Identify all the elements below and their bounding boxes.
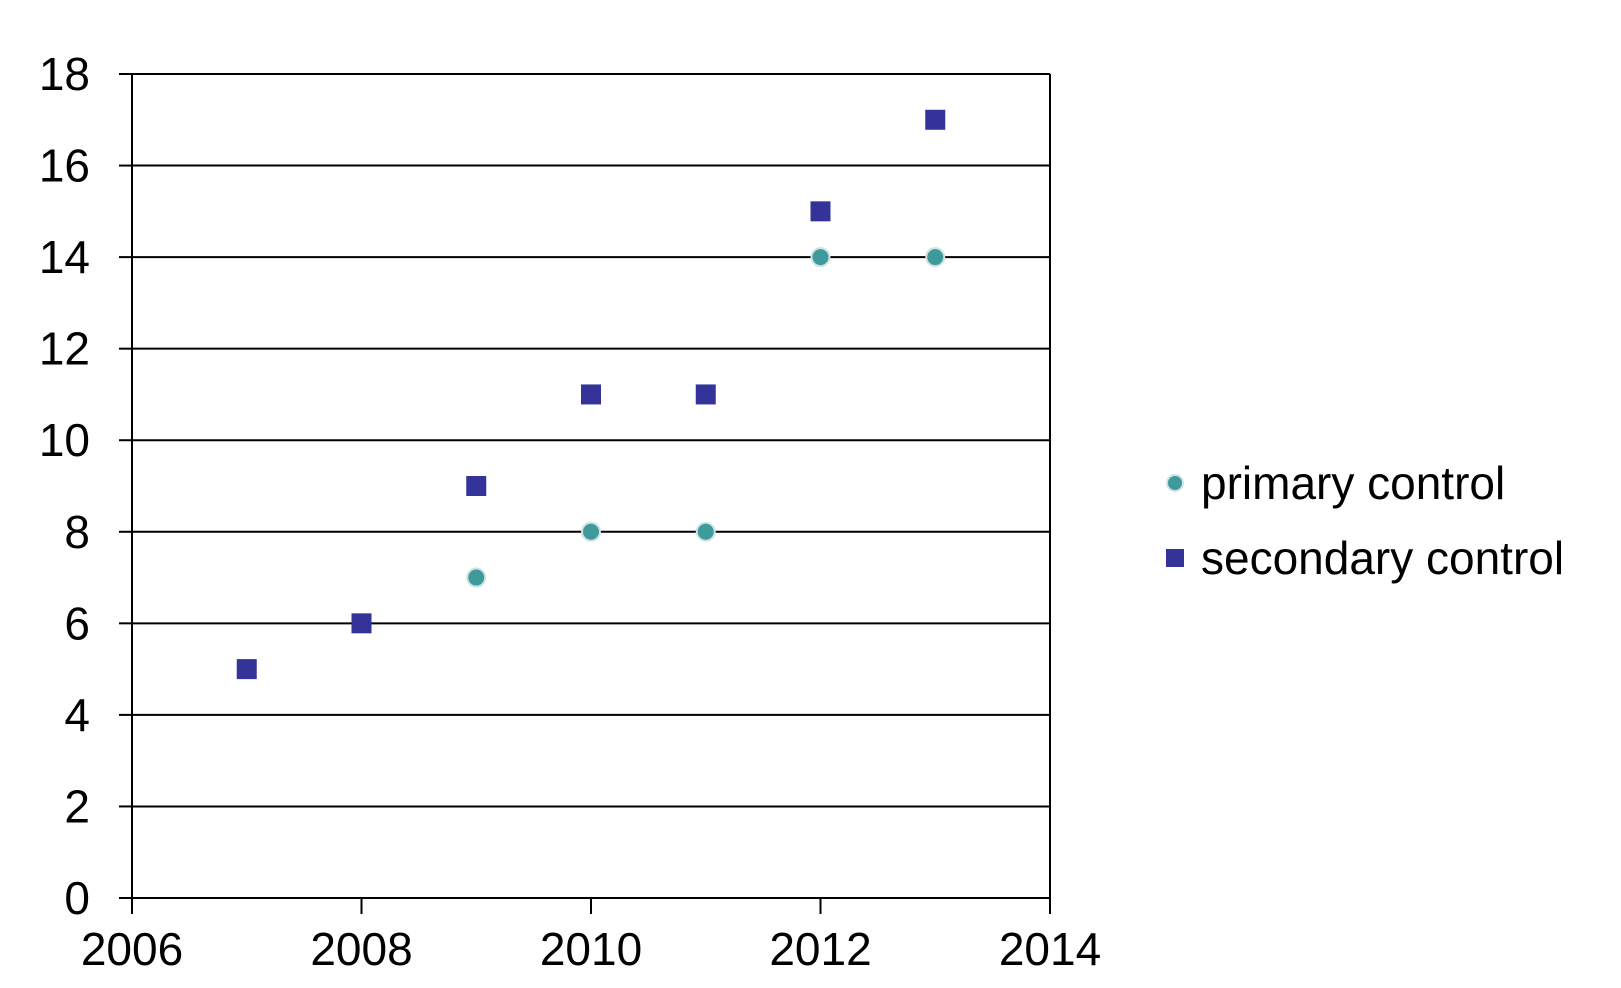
y-tick-label: 12 xyxy=(39,323,90,375)
secondary-control-point xyxy=(236,659,257,680)
secondary-control-point xyxy=(351,613,372,634)
secondary-control-point xyxy=(925,109,946,130)
primary-control-point xyxy=(925,247,946,268)
y-tick-label: 6 xyxy=(64,597,90,649)
y-tick-label: 2 xyxy=(64,780,90,832)
y-tick-label: 18 xyxy=(39,48,90,100)
legend-label-secondary-control: secondary control xyxy=(1201,532,1564,584)
x-tick-label: 2014 xyxy=(999,923,1101,975)
x-tick-label: 2008 xyxy=(310,923,412,975)
axes xyxy=(131,74,1051,899)
y-axis-ticks: 0 2 4 6 8 10 12 14 16 18 xyxy=(39,48,132,924)
y-tick-label: 4 xyxy=(64,689,90,741)
legend-marker-secondary-control xyxy=(1166,549,1184,567)
y-tick-label: 14 xyxy=(39,231,90,283)
primary-control-point xyxy=(581,521,601,542)
y-tick-label: 10 xyxy=(39,414,90,466)
x-axis-ticks: 2006 2008 2010 2012 2014 xyxy=(81,898,1101,975)
secondary-control-point xyxy=(810,201,831,222)
x-tick-label: 2012 xyxy=(769,923,871,975)
y-tick-label: 0 xyxy=(64,872,90,924)
secondary-control-point xyxy=(466,476,487,496)
y-tick-label: 16 xyxy=(39,140,90,192)
legend-label-primary-control: primary control xyxy=(1201,457,1505,509)
primary-control-point xyxy=(810,247,831,268)
primary-control-point xyxy=(466,567,487,588)
x-tick-label: 2010 xyxy=(540,923,642,975)
secondary-control-point xyxy=(695,384,716,405)
x-tick-label: 2006 xyxy=(81,923,183,975)
legend: primary control secondary control xyxy=(1166,457,1564,584)
data-markers xyxy=(236,109,946,680)
legend-marker-primary-control xyxy=(1166,474,1184,492)
y-tick-label: 8 xyxy=(64,506,90,558)
grid-lines xyxy=(132,73,1050,808)
secondary-control-point xyxy=(581,384,601,405)
primary-control-point xyxy=(695,521,716,542)
